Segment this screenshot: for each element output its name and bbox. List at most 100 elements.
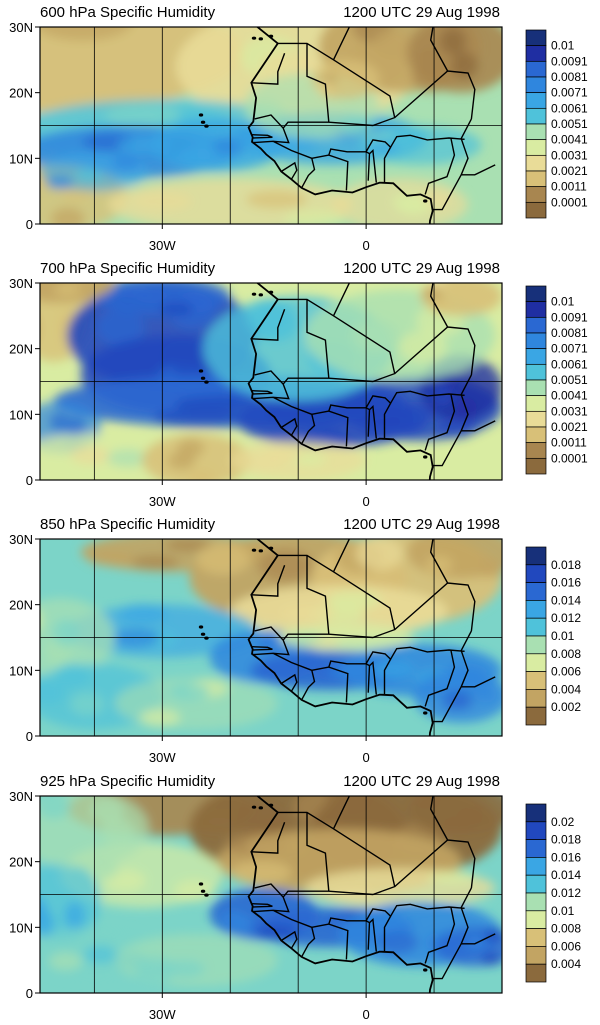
panel-time: 1200 UTC 29 Aug 1998	[343, 773, 500, 790]
colorbar-swatch	[525, 301, 547, 318]
colorbar-label: 0.008	[551, 647, 581, 661]
colorbar-label: 0.0041	[551, 133, 588, 147]
colorbar-label: 0.016	[551, 576, 581, 590]
map-panel-3: 850 hPa Specific Humidity 1200 UTC 29 Aug…	[9, 516, 581, 765]
colorbar-label: 0.004	[551, 682, 581, 696]
colorbar-swatch	[525, 332, 547, 350]
colorbar-swatch	[525, 653, 547, 672]
map-panel-4: 925 hPa Specific Humidity 1200 UTC 29 Aug…	[9, 773, 581, 1022]
colorbar-label: 0.0001	[551, 451, 588, 465]
colorbar-swatch	[525, 316, 547, 334]
y-tick-label: 10N	[9, 407, 33, 422]
graticule	[40, 796, 502, 993]
colorbar-label: 0.0071	[551, 86, 588, 100]
colorbar-label: 0.004	[551, 957, 581, 971]
colorbar-label: 0.0091	[551, 54, 588, 68]
coastline	[198, 27, 496, 224]
colorbar-swatch	[525, 379, 547, 397]
colorbar: 0.018 0.016 0.014 0.012 0.01 0.008 0.006 0.004 0…	[525, 546, 581, 726]
colorbar-label: 0.0061	[551, 357, 588, 371]
colorbar-swatch	[525, 671, 547, 690]
colorbar-label: 0.0081	[551, 70, 588, 84]
colorbar-swatch	[525, 60, 547, 78]
x-tick-label: 0	[363, 238, 370, 253]
x-tick-label: 30W	[149, 238, 176, 253]
colorbar-swatch	[525, 123, 547, 141]
map-area	[39, 538, 503, 737]
panel-title: 925 hPa Specific Humidity	[40, 773, 216, 790]
map-frame	[39, 795, 503, 994]
map-panel-1: 600 hPa Specific Humidity 1200 UTC 29 Aug…	[9, 4, 588, 253]
colorbar-swatch	[525, 363, 547, 381]
colorbar-label: 0.0061	[551, 101, 588, 115]
y-tick-label: 20N	[9, 598, 33, 613]
x-tick-label: 30W	[149, 494, 176, 509]
panel-time: 1200 UTC 29 Aug 1998	[343, 260, 500, 277]
y-tick-label: 10N	[9, 663, 33, 678]
coastline	[198, 796, 496, 993]
colorbar-swatch	[525, 635, 547, 655]
colorbar-swatch	[525, 348, 547, 365]
colorbar-swatch	[525, 874, 547, 894]
y-tick-label: 20N	[9, 86, 33, 101]
panel-title: 850 hPa Specific Humidity	[40, 516, 216, 533]
colorbar-swatch	[525, 139, 547, 156]
colorbar-swatch	[525, 946, 547, 965]
colorbar-swatch	[525, 426, 547, 444]
colorbar-label: 0.012	[551, 886, 581, 900]
panel-time: 1200 UTC 29 Aug 1998	[343, 4, 500, 21]
map-panel-2: 700 hPa Specific Humidity 1200 UTC 29 Aug…	[9, 260, 588, 509]
colorbar-label: 0.0001	[551, 195, 588, 209]
colorbar-label: 0.018	[551, 558, 581, 572]
colorbar-label: 0.0011	[551, 436, 587, 450]
colorbar-swatch	[525, 186, 547, 203]
panel-title: 600 hPa Specific Humidity	[40, 4, 216, 21]
colorbar-swatch	[525, 582, 547, 601]
colorbar-swatch	[525, 617, 547, 637]
colorbar-swatch	[525, 457, 547, 475]
colorbar-swatch	[525, 857, 547, 876]
colorbar-label: 0.006	[551, 939, 581, 953]
colorbar-swatch	[525, 410, 547, 428]
colorbar-label: 0.002	[551, 700, 581, 714]
colorbar-label: 0.018	[551, 833, 581, 847]
map-frame	[39, 282, 503, 481]
colorbar-label: 0.0021	[551, 164, 588, 178]
colorbar-label: 0.0091	[551, 310, 588, 324]
colorbar-label: 0.0031	[551, 148, 588, 162]
x-tick-label: 0	[363, 494, 370, 509]
colorbar-swatch	[525, 928, 547, 947]
panel-title: 700 hPa Specific Humidity	[40, 260, 216, 277]
map-area	[39, 26, 503, 225]
y-tick-label: 30N	[9, 276, 33, 291]
colorbar-swatch	[525, 92, 547, 109]
colorbar-label: 0.0021	[551, 420, 588, 434]
colorbar-label: 0.014	[551, 593, 581, 607]
y-tick-label: 30N	[9, 20, 33, 35]
colorbar-swatch	[525, 45, 547, 62]
colorbar-swatch	[525, 170, 547, 188]
colorbar-label: 0.0031	[551, 404, 588, 418]
colorbar-label: 0.012	[551, 611, 581, 625]
colorbar-swatch	[525, 442, 547, 459]
colorbar-label: 0.0081	[551, 326, 588, 340]
colorbar-label: 0.0051	[551, 373, 588, 387]
colorbar-label: 0.008	[551, 922, 581, 936]
colorbar-swatch	[525, 803, 547, 823]
colorbar-swatch	[525, 76, 547, 94]
humidity-field	[40, 796, 502, 993]
colorbar-swatch	[525, 963, 547, 983]
colorbar-swatch	[525, 689, 547, 708]
graticule	[40, 283, 502, 480]
colorbar-swatch	[525, 546, 547, 566]
graticule	[40, 27, 502, 224]
y-tick-label: 10N	[9, 151, 33, 166]
colorbar-swatch	[525, 839, 547, 858]
y-tick-label: 10N	[9, 920, 33, 935]
coastline	[198, 539, 496, 736]
colorbar-label: 0.0011	[551, 180, 587, 194]
y-tick-label: 0	[26, 729, 33, 744]
y-tick-label: 30N	[9, 532, 33, 547]
